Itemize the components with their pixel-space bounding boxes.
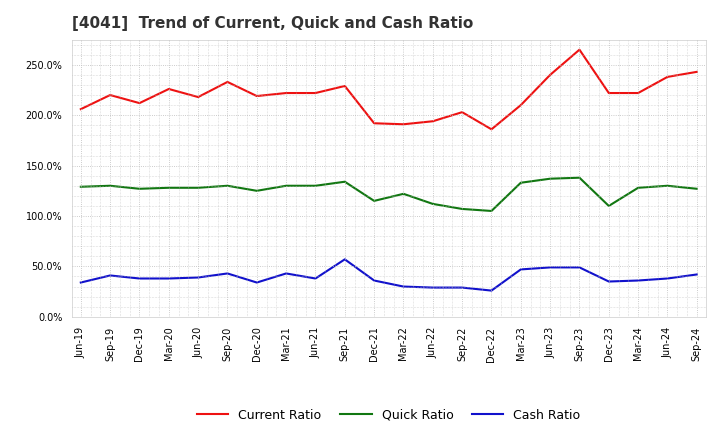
Quick Ratio xyxy=(663,183,672,188)
Quick Ratio xyxy=(106,183,114,188)
Quick Ratio xyxy=(135,186,144,191)
Quick Ratio xyxy=(487,208,496,213)
Quick Ratio xyxy=(458,206,467,212)
Quick Ratio xyxy=(634,185,642,191)
Current Ratio xyxy=(341,83,349,88)
Cash Ratio xyxy=(428,285,437,290)
Cash Ratio xyxy=(370,278,379,283)
Cash Ratio xyxy=(341,257,349,262)
Quick Ratio xyxy=(693,186,701,191)
Cash Ratio xyxy=(399,284,408,289)
Current Ratio xyxy=(253,93,261,99)
Cash Ratio xyxy=(693,272,701,277)
Cash Ratio xyxy=(546,265,554,270)
Quick Ratio xyxy=(516,180,525,185)
Current Ratio xyxy=(605,90,613,95)
Current Ratio xyxy=(282,90,290,95)
Cash Ratio xyxy=(575,265,584,270)
Cash Ratio xyxy=(135,276,144,281)
Quick Ratio xyxy=(311,183,320,188)
Quick Ratio xyxy=(76,184,85,189)
Quick Ratio xyxy=(370,198,379,204)
Current Ratio xyxy=(106,92,114,98)
Current Ratio xyxy=(693,69,701,74)
Quick Ratio xyxy=(223,183,232,188)
Quick Ratio xyxy=(164,185,173,191)
Current Ratio xyxy=(223,79,232,84)
Cash Ratio xyxy=(164,276,173,281)
Current Ratio xyxy=(516,103,525,108)
Current Ratio xyxy=(663,74,672,80)
Current Ratio xyxy=(76,106,85,112)
Current Ratio xyxy=(634,90,642,95)
Quick Ratio xyxy=(575,175,584,180)
Cash Ratio xyxy=(223,271,232,276)
Cash Ratio xyxy=(253,280,261,285)
Cash Ratio xyxy=(282,271,290,276)
Current Ratio xyxy=(370,121,379,126)
Quick Ratio xyxy=(546,176,554,181)
Cash Ratio xyxy=(458,285,467,290)
Legend: Current Ratio, Quick Ratio, Cash Ratio: Current Ratio, Quick Ratio, Cash Ratio xyxy=(192,404,585,427)
Cash Ratio xyxy=(194,275,202,280)
Quick Ratio xyxy=(194,185,202,191)
Line: Current Ratio: Current Ratio xyxy=(81,50,697,129)
Quick Ratio xyxy=(428,201,437,206)
Current Ratio xyxy=(458,110,467,115)
Line: Cash Ratio: Cash Ratio xyxy=(81,259,697,290)
Quick Ratio xyxy=(399,191,408,197)
Current Ratio xyxy=(487,127,496,132)
Quick Ratio xyxy=(253,188,261,194)
Current Ratio xyxy=(428,119,437,124)
Quick Ratio xyxy=(341,179,349,184)
Current Ratio xyxy=(575,47,584,52)
Cash Ratio xyxy=(634,278,642,283)
Cash Ratio xyxy=(76,280,85,285)
Cash Ratio xyxy=(487,288,496,293)
Current Ratio xyxy=(135,100,144,106)
Current Ratio xyxy=(164,86,173,92)
Line: Quick Ratio: Quick Ratio xyxy=(81,178,697,211)
Cash Ratio xyxy=(663,276,672,281)
Current Ratio xyxy=(399,121,408,127)
Quick Ratio xyxy=(605,203,613,209)
Current Ratio xyxy=(194,95,202,100)
Current Ratio xyxy=(546,72,554,77)
Cash Ratio xyxy=(106,273,114,278)
Cash Ratio xyxy=(516,267,525,272)
Text: [4041]  Trend of Current, Quick and Cash Ratio: [4041] Trend of Current, Quick and Cash … xyxy=(72,16,473,32)
Cash Ratio xyxy=(605,279,613,284)
Quick Ratio xyxy=(282,183,290,188)
Cash Ratio xyxy=(311,276,320,281)
Current Ratio xyxy=(311,90,320,95)
